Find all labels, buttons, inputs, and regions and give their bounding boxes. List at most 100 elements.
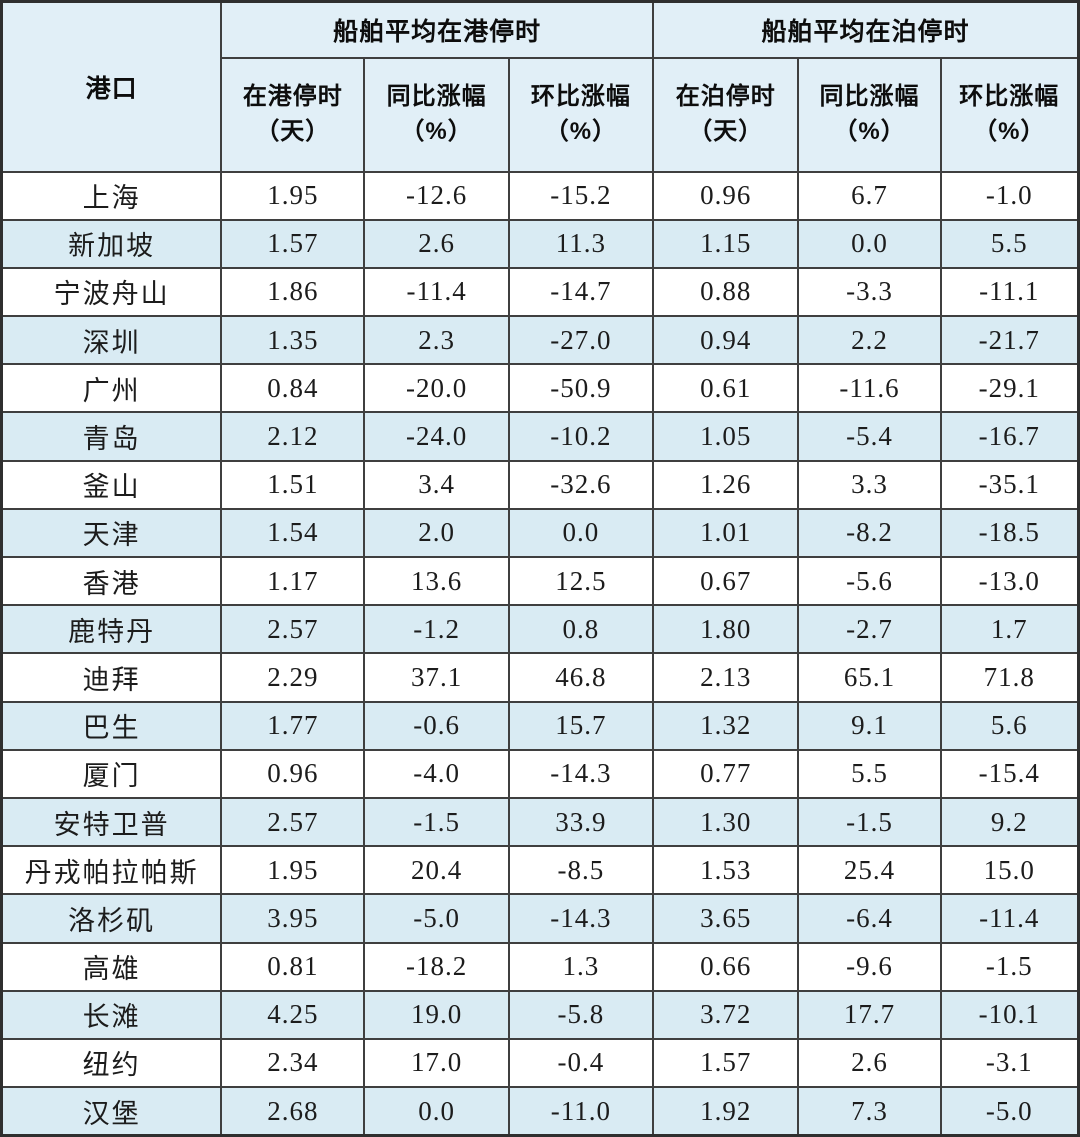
value-cell: 1.05: [652, 411, 800, 462]
value-cell: 2.34: [220, 1037, 366, 1089]
column-header-line1: 环比涨幅: [530, 82, 631, 110]
column-header-line2: （%）: [833, 117, 906, 145]
column-header-line1: 在港停时: [242, 82, 343, 110]
table-row: 广州 0.84 -20.0 -50.9 0.61 -11.6 -29.1: [0, 363, 1080, 414]
table-row: 宁波舟山 1.86 -11.4 -14.7 0.88 -3.3 -11.1: [0, 266, 1080, 318]
value-cell: -12.6: [363, 170, 510, 221]
table-row: 纽约 2.34 17.0 -0.4 1.57 2.6 -3.1: [0, 1037, 1080, 1089]
table-row: 鹿特丹 2.57 -1.2 0.8 1.80 -2.7 1.7: [0, 604, 1080, 655]
port-cell: 新加坡: [0, 218, 223, 269]
value-cell: -11.0: [507, 1086, 655, 1137]
value-cell: 1.35: [220, 315, 366, 366]
port-cell: 迪拜: [0, 652, 223, 703]
table-row: 巴生 1.77 -0.6 15.7 1.32 9.1 5.6: [0, 700, 1080, 751]
value-cell: -8.2: [797, 507, 942, 559]
value-cell: 7.3: [797, 1086, 942, 1137]
value-cell: 1.30: [652, 796, 800, 848]
value-cell: -4.0: [363, 748, 510, 799]
value-cell: 65.1: [797, 652, 942, 703]
value-cell: -6.4: [797, 893, 942, 944]
table-row: 深圳 1.35 2.3 -27.0 0.94 2.2 -21.7: [0, 315, 1080, 366]
value-cell: 46.8: [507, 652, 655, 703]
column-header-line1: 同比涨幅: [819, 82, 920, 110]
value-cell: 2.57: [220, 796, 366, 848]
table-row: 香港 1.17 13.6 12.5 0.67 -5.6 -13.0: [0, 555, 1080, 607]
value-cell: 3.3: [797, 459, 942, 510]
table-row: 上海 1.95 -12.6 -15.2 0.96 6.7 -1.0: [0, 170, 1080, 221]
value-cell: -14.7: [507, 266, 655, 318]
value-cell: 1.26: [652, 459, 800, 510]
value-cell: -18.2: [363, 941, 510, 992]
value-cell: -15.4: [939, 748, 1080, 799]
value-cell: 1.57: [652, 1037, 800, 1089]
value-cell: -35.1: [939, 459, 1080, 510]
value-cell: -32.6: [507, 459, 655, 510]
table-row: 厦门 0.96 -4.0 -14.3 0.77 5.5 -15.4: [0, 748, 1080, 799]
value-cell: 12.5: [507, 555, 655, 607]
port-cell: 汉堡: [0, 1086, 223, 1137]
sub-header-row: 在港停时 （天） 同比涨幅 （%） 环比涨幅 （%） 在泊停时 （天） 同比涨幅…: [2, 56, 1080, 173]
table-row: 釜山 1.51 3.4 -32.6 1.26 3.3 -35.1: [0, 459, 1080, 510]
column-header-atberth-days: 在泊停时 （天）: [652, 56, 800, 173]
column-header-inport-mom: 环比涨幅 （%）: [507, 56, 655, 173]
value-cell: -50.9: [507, 363, 655, 414]
value-cell: 19.0: [363, 989, 510, 1040]
value-cell: 0.0: [507, 507, 655, 559]
value-cell: 1.92: [652, 1086, 800, 1137]
value-cell: 2.0: [363, 507, 510, 559]
value-cell: 0.84: [220, 363, 366, 414]
value-cell: 2.6: [363, 218, 510, 269]
column-header-inport-days: 在港停时 （天）: [220, 56, 366, 173]
value-cell: -8.5: [507, 845, 655, 896]
value-cell: -27.0: [507, 315, 655, 366]
value-cell: 0.96: [220, 748, 366, 799]
column-header-line1: 同比涨幅: [386, 82, 487, 110]
value-cell: -24.0: [363, 411, 510, 462]
value-cell: 1.17: [220, 555, 366, 607]
value-cell: 17.7: [797, 989, 942, 1040]
value-cell: 15.0: [939, 845, 1080, 896]
port-cell: 香港: [0, 555, 223, 607]
table-row: 丹戎帕拉帕斯 1.95 20.4 -8.5 1.53 25.4 15.0: [0, 845, 1080, 896]
value-cell: 0.77: [652, 748, 800, 799]
value-cell: 0.81: [220, 941, 366, 992]
value-cell: 3.95: [220, 893, 366, 944]
table-row: 长滩 4.25 19.0 -5.8 3.72 17.7 -10.1: [0, 989, 1080, 1040]
value-cell: 33.9: [507, 796, 655, 848]
table-row: 安特卫普 2.57 -1.5 33.9 1.30 -1.5 9.2: [0, 796, 1080, 848]
value-cell: -16.7: [939, 411, 1080, 462]
port-cell: 丹戎帕拉帕斯: [0, 845, 223, 896]
group-header-in-port: 船舶平均在港停时: [220, 0, 655, 59]
value-cell: 0.0: [363, 1086, 510, 1137]
value-cell: -5.4: [797, 411, 942, 462]
value-cell: 0.66: [652, 941, 800, 992]
value-cell: 5.5: [939, 218, 1080, 269]
value-cell: -1.5: [797, 796, 942, 848]
value-cell: -9.6: [797, 941, 942, 992]
table-row: 迪拜 2.29 37.1 46.8 2.13 65.1 71.8: [0, 652, 1080, 703]
column-header-line1: 环比涨幅: [959, 82, 1060, 110]
table-row: 高雄 0.81 -18.2 1.3 0.66 -9.6 -1.5: [0, 941, 1080, 992]
column-header-line1: 在泊停时: [675, 82, 776, 110]
value-cell: -14.3: [507, 748, 655, 799]
value-cell: 3.4: [363, 459, 510, 510]
port-cell: 上海: [0, 170, 223, 221]
value-cell: -3.1: [939, 1037, 1080, 1089]
value-cell: 1.7: [939, 604, 1080, 655]
group-header-row: 港口 船舶平均在港停时 船舶平均在泊停时: [0, 0, 1080, 173]
value-cell: -11.1: [939, 266, 1080, 318]
value-cell: 1.86: [220, 266, 366, 318]
column-header-inport-yoy: 同比涨幅 （%）: [363, 56, 510, 173]
value-cell: -5.0: [363, 893, 510, 944]
port-cell: 广州: [0, 363, 223, 414]
value-cell: 9.1: [797, 700, 942, 751]
port-cell: 鹿特丹: [0, 604, 223, 655]
value-cell: 20.4: [363, 845, 510, 896]
value-cell: 2.12: [220, 411, 366, 462]
port-cell: 深圳: [0, 315, 223, 366]
column-header-port: 港口: [0, 0, 223, 173]
value-cell: 11.3: [507, 218, 655, 269]
value-cell: -5.8: [507, 989, 655, 1040]
value-cell: -13.0: [939, 555, 1080, 607]
